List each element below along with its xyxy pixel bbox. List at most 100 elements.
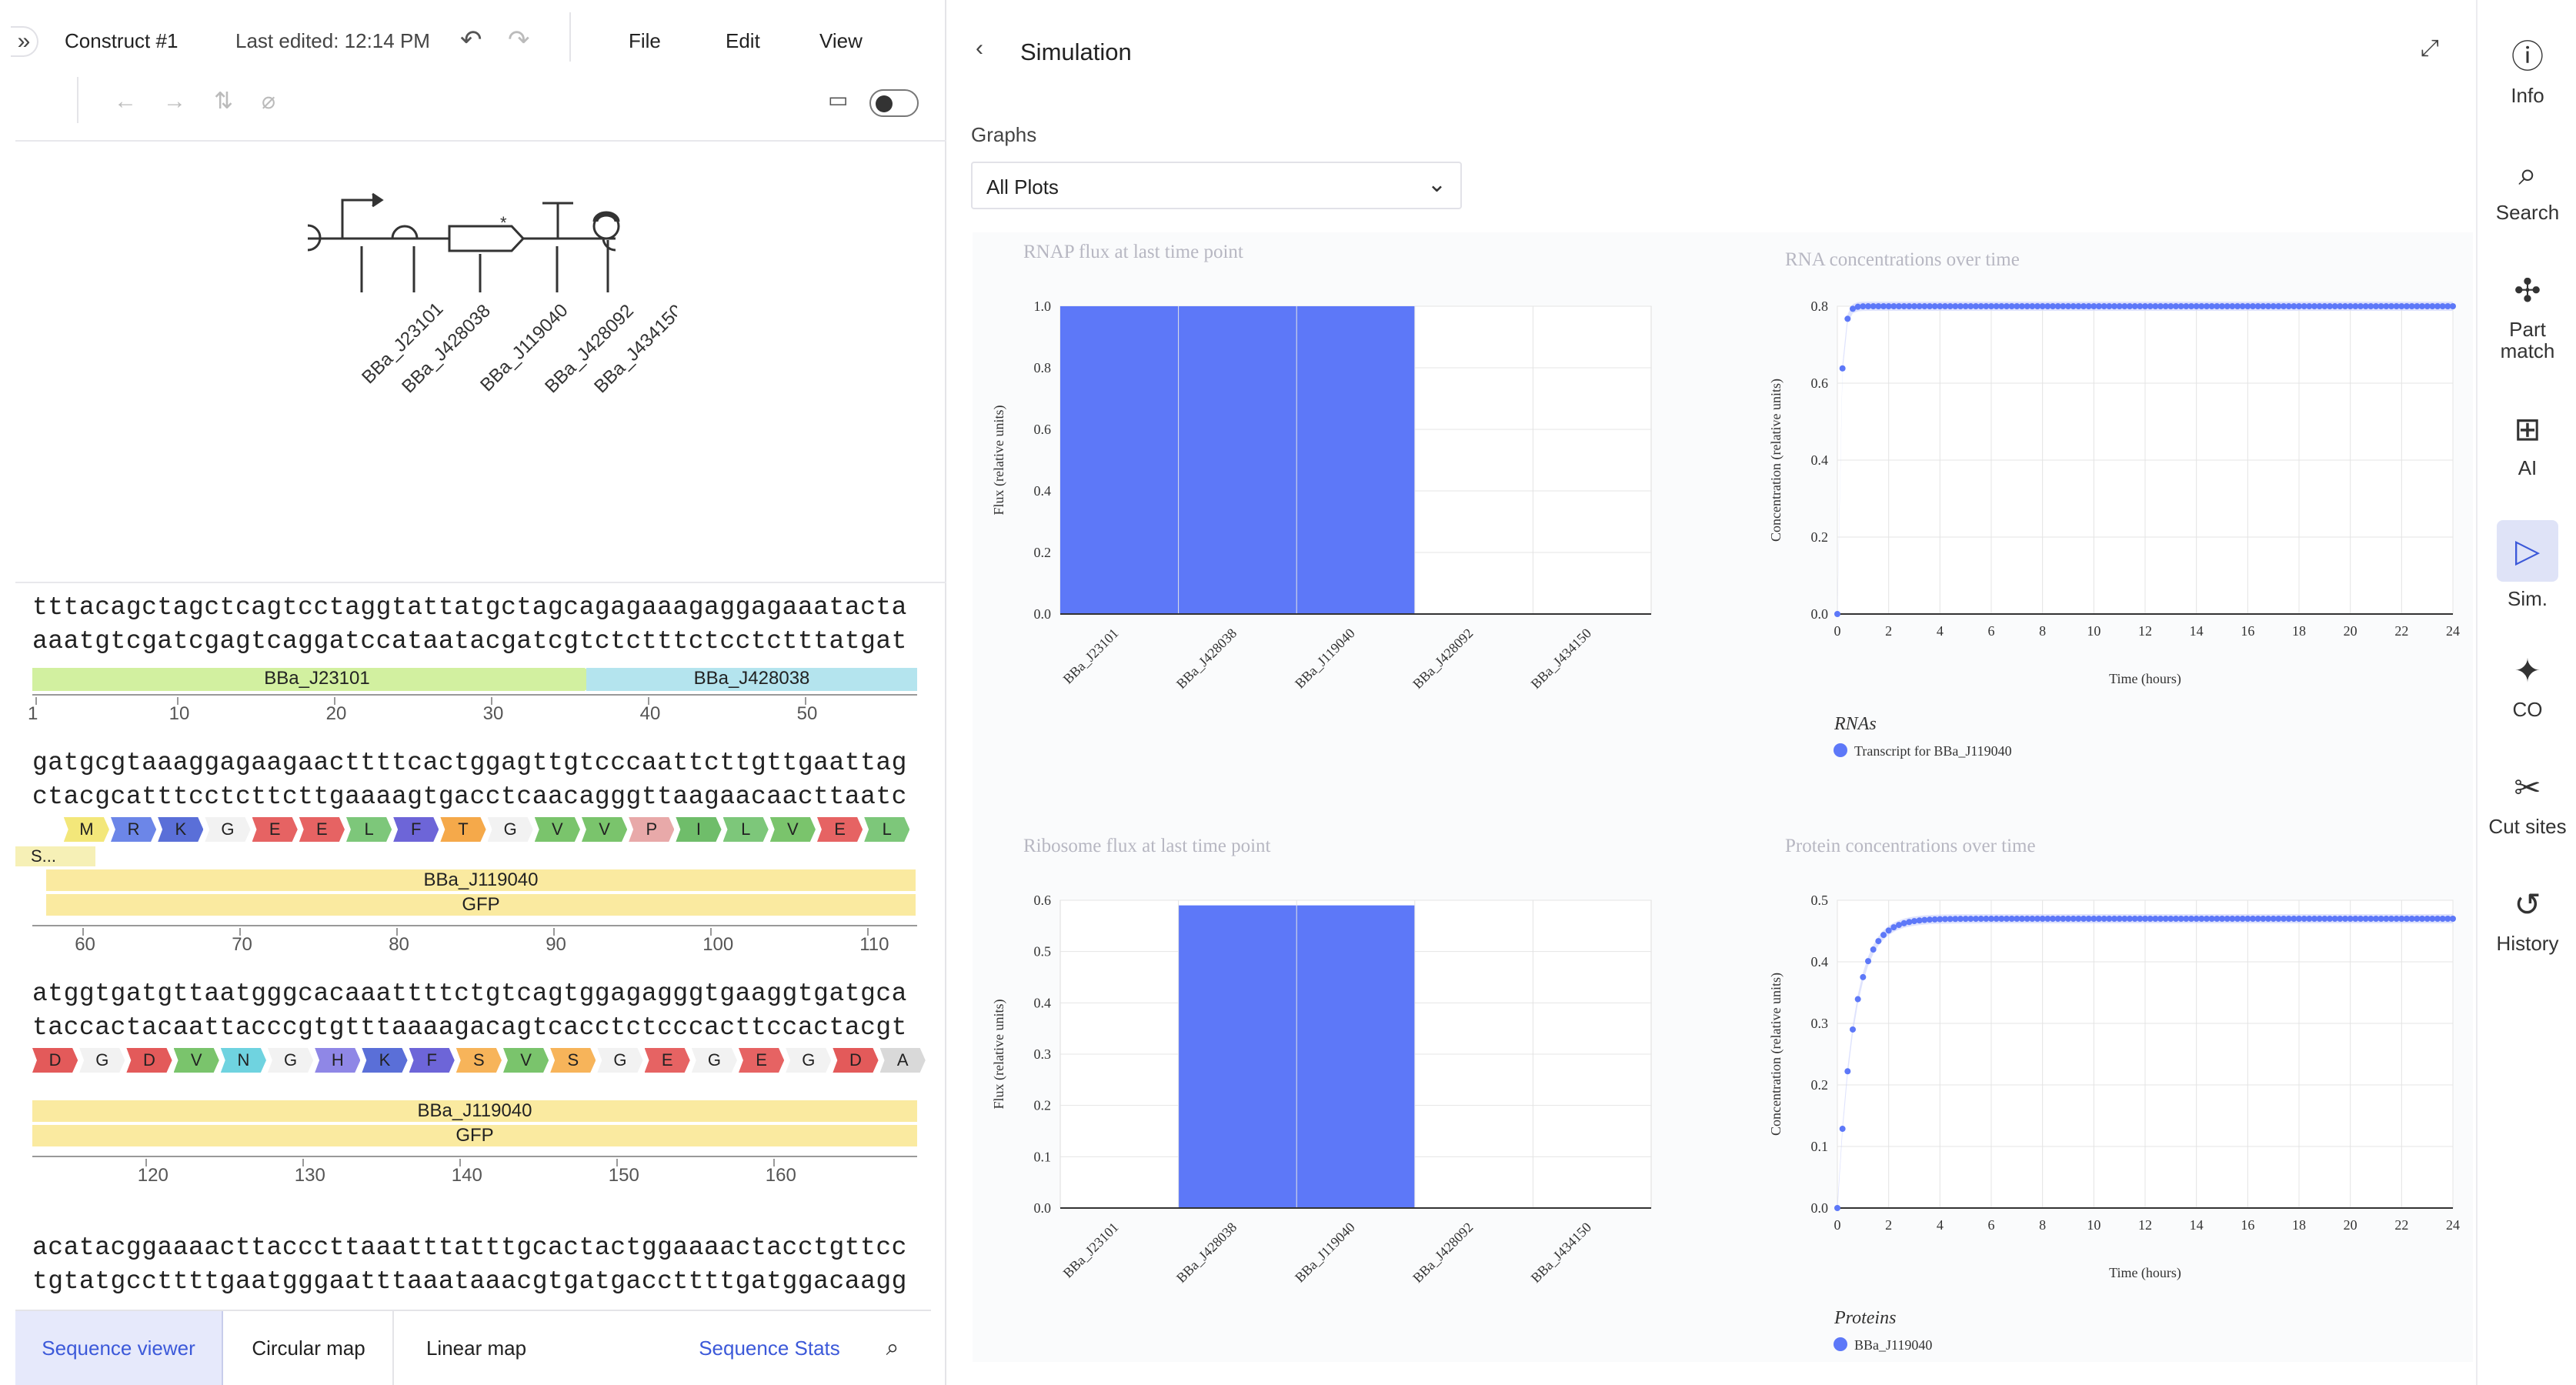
amino-acid[interactable]: F [393,817,439,842]
legend-swatch [1834,1337,1847,1351]
sequence-top-strand[interactable]: acatacggaaaacttacccttaaatttatttgcactactg… [32,1233,907,1262]
search-icon[interactable]: ⌕ [886,1335,899,1360]
sequence-top-strand[interactable]: tttacagctagctcagtcctaggtattatgctagcagaga… [32,593,907,622]
feature-bba-j119040[interactable]: BBa_J119040 [32,1100,917,1122]
paint-icon[interactable]: ⌀ [262,88,276,114]
amino-acid[interactable]: G [597,1048,643,1073]
back-arrow-icon[interactable]: ← [114,88,137,114]
expand-sidebar-icon[interactable]: » [11,26,38,57]
x-tick-label: 10 [2087,1217,2101,1233]
amino-acid[interactable]: D [126,1048,172,1073]
view-menu[interactable]: View [819,29,863,52]
amino-acid[interactable]: I [676,817,722,842]
data-point [2383,303,2390,309]
amino-acid[interactable]: G [786,1048,832,1073]
construct-title[interactable]: Construct #1 [65,29,179,52]
feature-gfp[interactable]: GFP [46,894,916,916]
sequence-bottom-strand[interactable]: taccactacaattacccgtgtttaaaagacagtcacctct… [32,1013,907,1042]
amino-acid[interactable]: S [550,1048,596,1073]
tab-linear-map[interactable]: Linear map [425,1337,527,1360]
rail-cut-sites[interactable]: ✂ Cut sites [2485,766,2570,859]
graphs-select[interactable]: All Plots ⌄ [971,162,1462,209]
ruler-tick-mark [396,928,399,936]
data-point [1896,922,1902,929]
amino-acid[interactable]: E [252,817,298,842]
data-point [1952,303,1959,309]
rail-co[interactable]: ✦ CO [2485,649,2570,742]
amino-acid[interactable]: G [268,1048,314,1073]
sequence-block: gatgcgtaaaggagaagaacttttcactggagttgtccca… [32,746,907,814]
view-toggle[interactable] [869,89,919,117]
feature-bba-j119040[interactable]: BBa_J119040 [46,869,916,891]
amino-acid[interactable]: H [315,1048,361,1073]
amino-acid[interactable]: M [63,817,109,842]
fullscreen-icon[interactable]: ⤢ [2421,35,2439,61]
rail-ai[interactable]: ⊞ AI [2485,408,2570,500]
rail-search[interactable]: ⌕ Search [2485,152,2570,245]
data-point [2177,916,2184,922]
amino-acid[interactable]: V [503,1048,549,1073]
amino-acid[interactable]: N [220,1048,266,1073]
amino-acid[interactable]: A [879,1048,926,1073]
edit-menu[interactable]: Edit [726,29,760,52]
undo-icon[interactable]: ↶ [460,25,482,55]
amino-acid[interactable]: E [644,1048,690,1073]
amino-acid[interactable]: T [440,817,486,842]
reverse-icon[interactable]: ⇅ [214,88,234,114]
amino-acid[interactable]: G [691,1048,737,1073]
amino-acid[interactable]: L [346,817,392,842]
amino-acid[interactable]: L [864,817,910,842]
sequence-viewer[interactable]: tttacagctagctcagtcctaggtattatgctagcagaga… [15,585,931,1310]
presentation-icon[interactable]: ▭ [828,88,849,112]
rail-history[interactable]: ↺ History [2485,883,2570,976]
amino-acid[interactable]: F [409,1048,455,1073]
amino-acid[interactable]: R [111,817,157,842]
amino-acid[interactable]: V [769,817,816,842]
redo-icon[interactable]: ↷ [508,25,530,55]
forward-arrow-icon[interactable]: → [163,88,186,114]
rail-sim[interactable]: ▷ Sim. [2485,520,2570,612]
feature-bba-j428038[interactable]: BBa_J428038 [586,668,917,691]
tab-sequence-viewer[interactable]: Sequence viewer [15,1311,223,1385]
rail-info[interactable]: ⓘ Info [2485,35,2570,128]
data-point [2393,916,2400,922]
sequence-stats-link[interactable]: Sequence Stats [699,1337,840,1360]
data-point [1916,303,1923,309]
data-point [2024,303,2030,309]
feature-gfp[interactable]: GFP [32,1125,917,1146]
amino-acid[interactable]: G [79,1048,125,1073]
amino-acid[interactable]: G [487,817,533,842]
amino-acid[interactable]: P [629,817,675,842]
amino-acid[interactable]: V [173,1048,219,1073]
sequence-bottom-strand[interactable]: aaatgtcgatcgagtcaggatccataatacgatcgtctct… [32,627,907,656]
sequence-top-strand[interactable]: gatgcgtaaaggagaagaacttttcactggagttgtccca… [32,749,907,777]
sequence-bottom-strand[interactable]: ctacgcatttcctcttcttgaaaagtgacctcaacagggt… [32,783,907,811]
x-tick-label: BBa_J428038 [1173,626,1240,692]
feature-bba-j23101[interactable]: BBa_J23101 [32,668,602,691]
amino-acid[interactable]: V [534,817,580,842]
amino-acid[interactable]: K [362,1048,408,1073]
data-point [2383,916,2390,922]
chevron-left-icon[interactable]: ‹ [976,35,983,61]
amino-acid[interactable]: V [582,817,628,842]
file-menu[interactable]: File [629,29,661,52]
feature-small[interactable]: S... [15,846,95,866]
amino-acid[interactable]: D [32,1048,78,1073]
rbs-glyph[interactable] [391,225,419,239]
sequence-top-strand[interactable]: atggtgatgttaatgggcacaaattttctgtcagtggaga… [32,980,907,1008]
amino-acid[interactable]: E [299,817,345,842]
amino-acid[interactable]: L [722,817,769,842]
amino-acid[interactable]: S [455,1048,502,1073]
amino-acid[interactable]: G [205,817,251,842]
amino-acid[interactable]: E [739,1048,785,1073]
promoter-glyph[interactable] [341,199,377,239]
data-point [2393,303,2400,309]
amino-acid[interactable]: D [833,1048,879,1073]
tab-circular-map[interactable]: Circular map [225,1311,394,1385]
terminator-glyph[interactable] [542,202,573,239]
cds-glyph[interactable] [448,225,526,252]
amino-acid[interactable]: E [817,817,863,842]
rail-part-match[interactable]: ✣ Part match [2485,269,2570,362]
sequence-bottom-strand[interactable]: tgtatgccttttgaatgggaatttaaataaacgtgatgac… [32,1267,907,1296]
amino-acid[interactable]: K [158,817,204,842]
